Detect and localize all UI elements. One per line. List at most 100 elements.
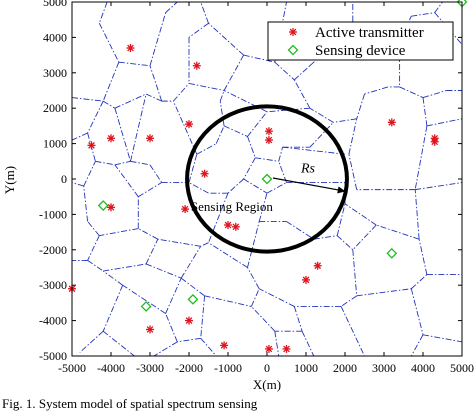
voronoi-edge xyxy=(165,1,178,13)
transmitter-point xyxy=(282,344,291,353)
voronoi-edge xyxy=(422,334,463,343)
sensing-device-point xyxy=(386,247,398,259)
voronoi-edge xyxy=(247,267,260,289)
voronoi-edge xyxy=(278,161,287,183)
voronoi-edge xyxy=(200,1,209,24)
y-axis-title: Y(m) xyxy=(2,166,17,194)
tick-labels: -5000 -4000 -3000 -2000 -1000 0 1000 2000 3000 40… xyxy=(39,0,474,375)
voronoi-edge xyxy=(138,182,162,198)
voronoi-edge xyxy=(157,238,201,247)
voronoi-edge xyxy=(215,125,225,144)
y-tick-label: 5000 xyxy=(43,0,67,9)
x-tick-label: -2000 xyxy=(175,361,203,375)
voronoi-edge xyxy=(223,54,244,91)
transmitter-point xyxy=(264,136,273,145)
voronoi-edge xyxy=(333,118,357,123)
transmitter-point xyxy=(231,222,240,231)
voronoi-edge xyxy=(103,263,147,272)
voronoi-edge xyxy=(286,221,315,240)
voronoi-edge xyxy=(188,22,209,38)
voronoi-edge xyxy=(364,86,389,95)
voronoi-edge xyxy=(114,160,131,166)
voronoi-edge xyxy=(188,182,209,194)
voronoi-edge xyxy=(243,54,275,63)
legend-diamond xyxy=(287,44,299,56)
transmitter-point xyxy=(126,44,135,53)
voronoi-edge xyxy=(102,100,116,109)
transmitter-point xyxy=(87,141,96,150)
y-tick-label: 1000 xyxy=(43,137,67,151)
voronoi-edge xyxy=(336,235,354,251)
voronoi-edge xyxy=(153,341,178,357)
sensing-device-point xyxy=(187,293,199,305)
voronoi-edge xyxy=(99,228,139,237)
transmitter-point xyxy=(185,316,193,325)
voronoi-edge xyxy=(223,125,248,137)
voronoi-edge xyxy=(98,23,120,63)
transmitter-point xyxy=(146,325,154,334)
voronoi-edge xyxy=(95,160,115,166)
voronoi-edge xyxy=(102,285,124,332)
y-tick-label: -4000 xyxy=(39,314,67,328)
voronoi-edge xyxy=(172,100,198,155)
y-tick-label: 0 xyxy=(61,172,67,186)
voronoi-edge xyxy=(149,164,163,183)
voronoi-edge xyxy=(250,288,260,307)
transmitter-point xyxy=(264,344,273,353)
voronoi-edge xyxy=(399,86,424,98)
transmitter-point xyxy=(430,137,439,146)
transmitter-point xyxy=(302,275,310,284)
voronoi-edge xyxy=(122,284,166,314)
voronoi-edge xyxy=(145,93,162,102)
x-axis-title: X(m) xyxy=(253,377,281,392)
voronoi-edge xyxy=(200,338,217,357)
voronoi-edge xyxy=(422,90,447,99)
voronoi-edge xyxy=(165,277,182,314)
voronoi-edge xyxy=(83,186,89,222)
voronoi-edge xyxy=(282,146,346,155)
voronoi-edge xyxy=(138,228,159,240)
voronoi-edge xyxy=(102,270,123,286)
voronoi-edge xyxy=(196,143,217,155)
voronoi-edge xyxy=(266,182,287,194)
transmitter-point xyxy=(146,134,154,143)
y-tick-label: 4000 xyxy=(43,30,67,44)
plot-frame xyxy=(71,1,463,357)
voronoi-edge xyxy=(219,90,225,102)
x-tick-label: 0 xyxy=(264,361,270,375)
voronoi-edge xyxy=(352,249,358,296)
voronoi-edge xyxy=(266,107,310,113)
voronoi-edge xyxy=(208,192,229,243)
voronoi-edge xyxy=(313,235,338,240)
voronoi-edge xyxy=(219,101,225,126)
transmitter-point xyxy=(200,169,209,178)
voronoi-edge xyxy=(340,306,365,357)
voronoi-edge xyxy=(98,1,108,24)
voronoi-edge xyxy=(114,164,139,197)
voronoi-edge xyxy=(208,242,248,268)
radius-arrow xyxy=(272,177,346,194)
voronoi-edge xyxy=(255,157,279,162)
voronoi-edge xyxy=(274,1,287,63)
voronoi-edge xyxy=(247,111,268,137)
transmitter-point xyxy=(313,261,322,270)
transmitter-point xyxy=(107,203,115,212)
y-tick-label: 2000 xyxy=(43,101,67,115)
figure-caption: Fig. 1. System model of spatial spectrum… xyxy=(2,396,258,411)
transmitter-point xyxy=(264,127,273,136)
voronoi-edge xyxy=(415,182,463,191)
legend-label-active-transmitter: Active transmitter xyxy=(315,25,424,41)
x-tick-label: 3000 xyxy=(372,361,396,375)
voronoi-edge xyxy=(434,1,443,13)
voronoi-edge xyxy=(410,274,428,290)
voronoi-edge xyxy=(293,306,303,332)
sensing-device-point xyxy=(140,301,152,312)
x-tick-label: -4000 xyxy=(97,361,125,375)
legend-box xyxy=(267,21,454,61)
voronoi-edge xyxy=(180,246,202,279)
voronoi-edge xyxy=(278,147,284,162)
voronoi-edge xyxy=(87,235,100,261)
voronoi-edge xyxy=(177,337,201,343)
voronoi-edge xyxy=(309,107,334,123)
radius-arrow-head xyxy=(337,186,346,194)
